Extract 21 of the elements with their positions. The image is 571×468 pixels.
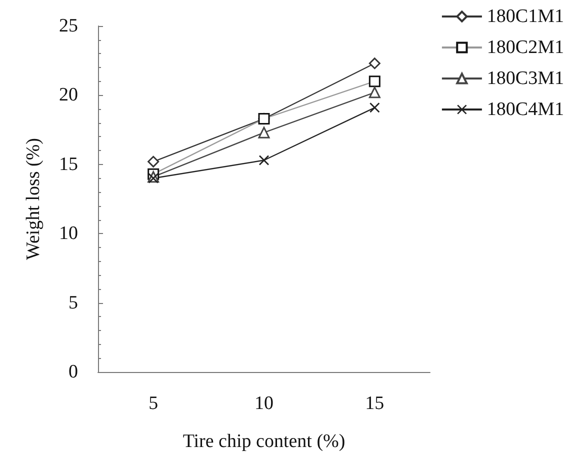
point (148, 156, 160, 168)
y-tick-label: 20 (59, 84, 78, 106)
x-tick-label: 15 (365, 393, 384, 414)
point (370, 102, 380, 113)
y-tick-label: 5 (68, 292, 78, 314)
legend-label: 180C3M1 (486, 68, 564, 89)
legend-label: 180C4M1 (486, 99, 564, 120)
point (258, 126, 270, 138)
y-tick-label: 25 (59, 16, 78, 36)
y-tick-label: 15 (59, 154, 78, 175)
y-axis-title: Weight loss (%) (23, 138, 44, 260)
x-tick-label: 5 (148, 393, 158, 414)
point (259, 155, 269, 166)
x-axis-title: Tire chip content (%) (182, 431, 346, 452)
x-tick-label: 10 (254, 393, 274, 414)
y-tick-label: 0 (68, 362, 78, 382)
point (368, 58, 380, 70)
legend-label: 180C2M1 (486, 37, 564, 58)
point (368, 86, 380, 98)
legend-label: 180C1M1 (486, 6, 564, 27)
y-tick-label: 10 (59, 223, 78, 244)
